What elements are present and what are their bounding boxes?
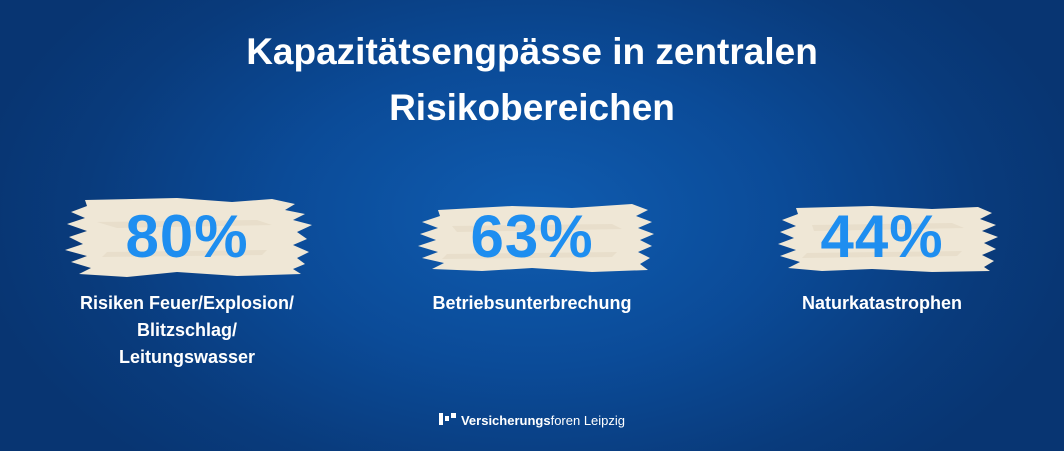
brush-stroke-background <box>418 204 654 272</box>
stat-value: 44% <box>820 203 944 270</box>
stat-value-area: 80% <box>57 192 317 282</box>
stat-value: 80% <box>125 203 249 270</box>
stat-value-area: 63% <box>402 192 662 282</box>
page-title: Kapazitätsengpässe in zentralen Risikobe… <box>0 24 1064 136</box>
title-line-1: Kapazitätsengpässe in zentralen <box>246 31 818 72</box>
stat-value-area: 44% <box>752 192 1012 282</box>
brand-logo: Versicherungsforen Leipzig <box>0 412 1064 431</box>
brush-stroke-background <box>778 206 998 272</box>
stat-label-line: Betriebsunterbrechung <box>432 293 632 313</box>
stat-label: Risiken Feuer/Explosion/ Blitzschlag/ Le… <box>17 290 357 371</box>
brush-stroke-background <box>65 198 312 277</box>
stat-card-natural-disasters: 44% Naturkatastrophen <box>712 192 1052 317</box>
stat-label: Naturkatastrophen <box>712 290 1052 317</box>
title-line-2: Risikobereichen <box>389 87 675 128</box>
stat-value: 63% <box>470 203 594 270</box>
stat-label: Betriebsunterbrechung <box>362 290 702 317</box>
stat-label-line: Naturkatastrophen <box>801 293 963 313</box>
stat-card-business-interruption: 63% Betriebsunterbrechung <box>362 192 702 317</box>
versicherungsforen-logo-icon <box>438 412 457 431</box>
stat-label-line: Blitzschlag/ <box>136 320 238 340</box>
logo-text-light: foren Leipzig <box>550 413 626 428</box>
stat-label-line: Leitungswasser <box>118 347 256 367</box>
stat-label-line: Risiken Feuer/Explosion/ <box>79 293 295 313</box>
logo-text-bold: Versicherungs <box>460 413 551 428</box>
stat-card-fire: 80% Risiken Feuer/Explosion/ Blitzschlag… <box>17 192 357 371</box>
